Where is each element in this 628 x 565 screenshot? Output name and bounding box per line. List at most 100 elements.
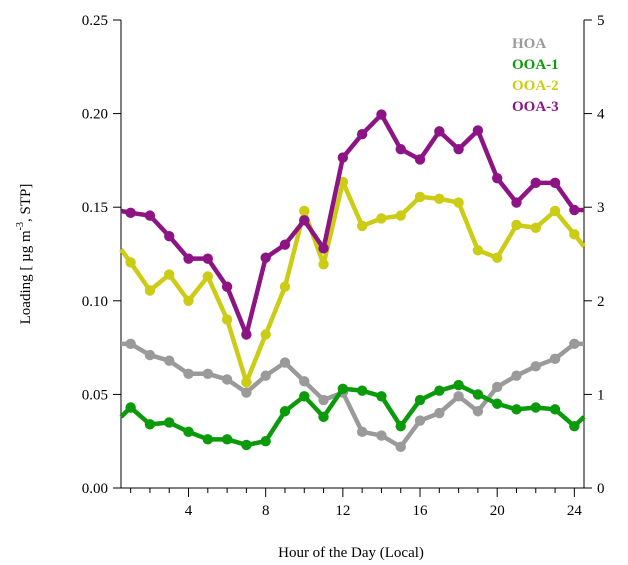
y-right-tick-label: 4 (597, 107, 605, 123)
ooa-3-point (549, 177, 561, 189)
hoa-point (395, 441, 406, 453)
ooa-3-point (279, 239, 291, 250)
x-tick-label: 4 (185, 503, 193, 519)
hoa-point (221, 374, 233, 385)
x-axis-label: Hour of the Day (Local) (278, 545, 424, 561)
ooa-1-point (183, 426, 194, 438)
hoa-point (530, 361, 541, 372)
ooa-1-point (202, 434, 214, 445)
ooa-1-point (472, 389, 484, 400)
ooa-3-point (491, 172, 503, 184)
hoa-point (491, 381, 503, 393)
y-left-tick-label: 0.10 (82, 294, 108, 310)
ooa-2-line (119, 179, 586, 385)
ooa-1-point (221, 434, 233, 445)
y-left-tick-label: 0.15 (82, 200, 108, 216)
x-tick-label: 12 (335, 503, 350, 519)
ooa-1-point (414, 394, 426, 406)
ooa-3-point (144, 210, 156, 221)
hoa-point (241, 387, 252, 398)
y-left-tick-label: 0.05 (82, 387, 108, 403)
hoa-point (260, 370, 271, 381)
x-tick-label: 16 (413, 503, 429, 519)
hoa-point (299, 376, 310, 387)
ooa-2-point (530, 222, 541, 233)
y-axis-label-suffix: , STP] (18, 184, 34, 222)
ooa-1-point (337, 383, 349, 394)
ooa-2-point (376, 213, 387, 224)
hoa-point (472, 406, 484, 417)
ooa-2-point (260, 329, 271, 340)
ooa-2-point (511, 219, 522, 231)
ooa-3-point (318, 243, 329, 254)
ooa-2-point (202, 271, 214, 282)
ooa-1-point (491, 398, 503, 409)
hoa-point (202, 368, 214, 380)
ooa-1-point (318, 411, 329, 423)
ooa-3-point (183, 253, 194, 264)
ooa-2-point (395, 210, 406, 221)
ooa-2-point (472, 245, 484, 256)
y-left-tick-label: 0.00 (82, 481, 108, 497)
ooa-1-point (279, 406, 291, 417)
y-right-tick-label: 3 (597, 200, 605, 216)
y-right-tick-label: 5 (597, 13, 605, 29)
hoa-point (569, 338, 580, 350)
ooa-1-point (144, 419, 156, 430)
hoa-point (125, 338, 136, 350)
ooa-2-point (241, 377, 252, 388)
legend-ooa-1: OOA-1 (512, 57, 559, 73)
hoa-point (414, 415, 426, 426)
hoa-point (183, 368, 194, 380)
ooa-1-point (125, 402, 136, 413)
ooa-1-point (356, 385, 368, 396)
ooa-1-point (376, 391, 387, 402)
ooa-2-point (183, 295, 194, 306)
ooa-1-point (549, 404, 561, 415)
ooa-1-point (511, 404, 522, 415)
ooa-3-point (453, 143, 464, 155)
ooa-1-point (260, 436, 271, 447)
ooa-1-point (434, 385, 445, 396)
ooa-3-point (337, 152, 349, 163)
hoa-point (549, 353, 561, 365)
ooa-1-point (453, 379, 464, 391)
hoa-point (144, 349, 156, 361)
ooa-2-point (299, 205, 310, 217)
ooa-3-point (164, 231, 175, 242)
ooa-2-point (569, 229, 580, 240)
ooa-3-point (299, 215, 310, 226)
y-axis-label-prefix: Loading [ µg m (18, 230, 34, 324)
ooa-3-point (376, 109, 387, 120)
y-axis-label-superscript: -3 (15, 222, 26, 230)
ooa-2-point (491, 252, 503, 263)
ooa-2-point (125, 257, 136, 268)
y-left-tick-label: 0.20 (82, 107, 108, 123)
ooa-1-point (299, 391, 310, 402)
hoa-point (279, 357, 291, 368)
ooa-2-point (144, 285, 156, 296)
ooa-1-point (530, 402, 541, 413)
hoa-point (453, 391, 464, 402)
ooa-2-point (318, 259, 329, 270)
y-right-tick-label: 0 (597, 481, 605, 497)
legend-ooa-3: OOA-3 (512, 99, 559, 115)
ooa-1-point (569, 421, 580, 432)
y-right-tick-label: 2 (597, 294, 605, 310)
ooa-2-point (549, 205, 561, 217)
hoa-point (376, 430, 387, 441)
x-tick-label: 8 (262, 503, 270, 519)
hoa-point (356, 426, 368, 438)
x-tick-label: 20 (490, 503, 505, 519)
ooa-2-point (279, 281, 291, 292)
ooa-2-point (434, 193, 445, 204)
plot-frame (120, 20, 585, 489)
ooa-1-point (395, 421, 406, 432)
hoa-point (511, 370, 522, 381)
hoa-point (434, 407, 445, 419)
ooa-3-point (241, 329, 252, 340)
hoa-point (318, 394, 329, 406)
legend-hoa: HOA (512, 36, 546, 52)
